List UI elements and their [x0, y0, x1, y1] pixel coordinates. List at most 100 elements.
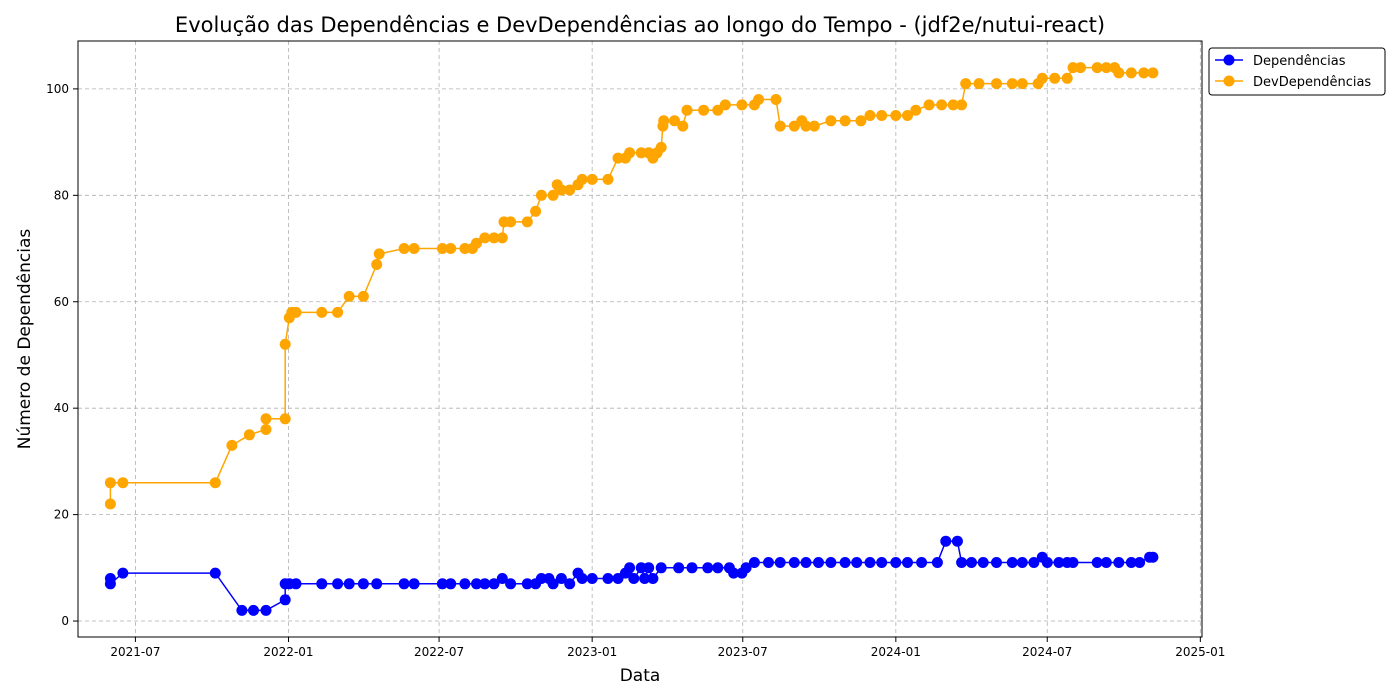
data-point — [966, 557, 977, 568]
data-point — [1147, 67, 1159, 79]
data-point — [681, 104, 693, 116]
data-point — [343, 290, 355, 302]
data-point — [991, 557, 1002, 568]
x-tick-label: 2023-01 — [567, 645, 617, 659]
data-point — [740, 562, 752, 574]
chart-title: Evolução das Dependências e DevDependênc… — [175, 13, 1105, 37]
data-point — [357, 578, 369, 590]
data-point — [624, 562, 636, 574]
y-tick-label: 100 — [46, 82, 69, 96]
data-point — [436, 243, 448, 254]
x-axis-label: Data — [620, 666, 661, 686]
data-point — [774, 557, 786, 568]
data-point — [279, 413, 291, 425]
data-point — [1036, 72, 1048, 84]
data-point — [436, 578, 448, 590]
data-point — [655, 141, 667, 153]
data-point — [712, 562, 724, 574]
data-point — [209, 477, 221, 489]
data-point — [521, 216, 533, 228]
data-point — [371, 578, 383, 590]
data-point — [576, 173, 588, 185]
data-point — [496, 573, 508, 584]
data-point — [1100, 62, 1112, 74]
data-point — [521, 578, 533, 590]
data-point — [1061, 72, 1073, 84]
legend-entry: Dependências — [1253, 54, 1346, 69]
series-line-1 — [109, 66, 1153, 504]
data-point — [408, 578, 420, 590]
plot-frame — [77, 40, 1203, 638]
data-point — [839, 115, 851, 127]
data-point — [673, 562, 685, 574]
data-point — [117, 567, 129, 579]
data-point — [290, 578, 302, 590]
data-point — [279, 594, 291, 606]
data-point — [736, 99, 748, 111]
data-point — [586, 573, 598, 584]
x-tick-label: 2024-07 — [1022, 645, 1072, 659]
data-point — [535, 189, 547, 201]
data-point — [496, 232, 508, 244]
data-point — [628, 573, 640, 584]
data-point — [226, 439, 238, 451]
data-point — [243, 429, 255, 441]
data-point — [647, 573, 659, 584]
data-point — [956, 557, 968, 568]
data-point — [855, 115, 867, 127]
data-point — [371, 259, 383, 270]
data-point — [564, 184, 576, 196]
x-tick-label: 2025-01 — [1175, 645, 1225, 659]
data-point — [357, 290, 369, 302]
data-point — [851, 557, 863, 568]
data-point — [1067, 557, 1079, 568]
data-point — [923, 99, 935, 111]
data-point — [530, 205, 542, 217]
data-point — [445, 243, 457, 254]
y-tick-label: 0 — [61, 614, 69, 628]
data-point — [555, 184, 567, 196]
data-point — [1016, 78, 1028, 90]
legend-swatch-marker — [1223, 54, 1235, 66]
data-point — [658, 115, 670, 127]
data-point — [940, 535, 952, 547]
data-point — [669, 115, 680, 127]
data-point — [1016, 557, 1028, 568]
y-tick-label: 40 — [54, 401, 69, 415]
data-point — [728, 567, 740, 579]
data-point — [655, 562, 667, 574]
data-point — [748, 557, 760, 568]
data-point — [260, 604, 272, 616]
data-point — [916, 557, 928, 568]
data-point — [931, 557, 943, 568]
data-point — [960, 78, 972, 90]
data-point — [1125, 67, 1137, 79]
data-point — [1147, 551, 1159, 563]
data-point — [236, 604, 248, 616]
data-point — [1091, 62, 1103, 74]
data-point — [398, 243, 410, 254]
data-point — [702, 562, 714, 574]
data-point — [686, 562, 698, 574]
data-point — [876, 557, 888, 568]
data-point — [1075, 62, 1086, 74]
data-point — [488, 232, 500, 244]
data-point — [1113, 557, 1125, 568]
data-point — [104, 578, 116, 590]
data-point — [343, 578, 355, 590]
data-point — [260, 413, 272, 425]
x-tick-label: 2024-01 — [871, 645, 921, 659]
data-point — [260, 424, 272, 435]
data-point — [956, 99, 968, 111]
data-point — [1028, 557, 1040, 568]
data-point — [910, 104, 922, 116]
data-point — [1006, 78, 1018, 90]
x-tick-label: 2022-01 — [263, 645, 313, 659]
data-point — [488, 578, 500, 590]
data-point — [951, 535, 963, 547]
data-point — [813, 557, 824, 568]
data-point — [332, 578, 344, 590]
data-point — [902, 110, 913, 121]
data-point — [547, 189, 559, 201]
y-tick-label: 20 — [54, 508, 69, 522]
